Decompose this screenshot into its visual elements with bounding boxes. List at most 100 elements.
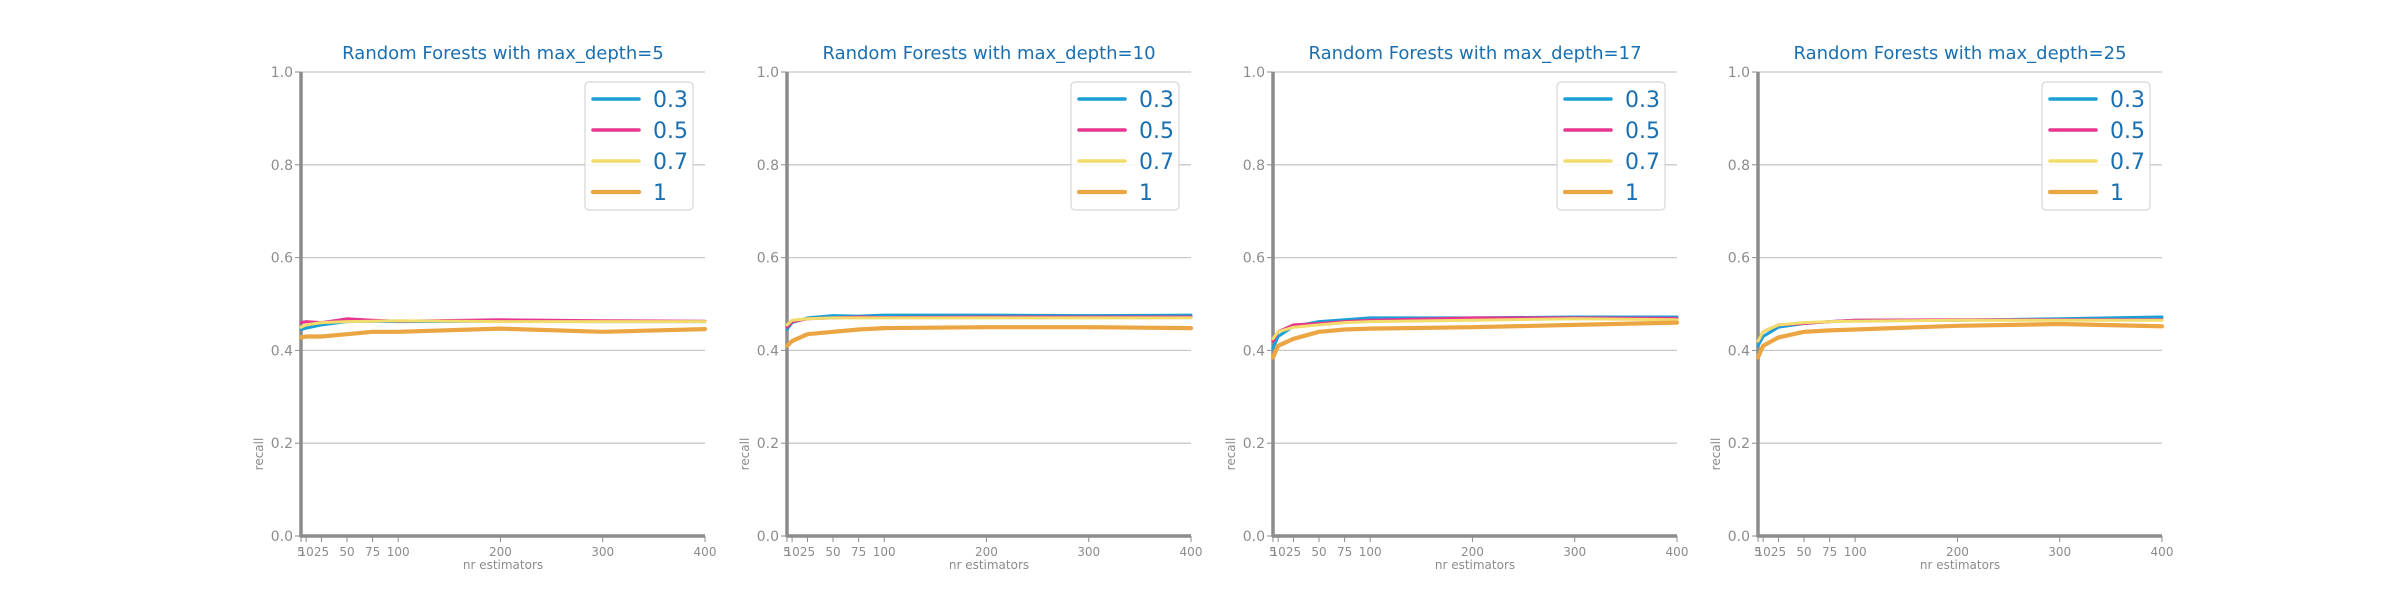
x-tick-label: 50 [825, 545, 840, 559]
y-tick-label: 0.6 [1243, 251, 1265, 267]
x-tick-label: 10 [1270, 545, 1285, 559]
series-line-0-7 [299, 319, 707, 329]
x-tick-label: 100 [387, 545, 410, 559]
x-axis-label: nr estimators [1435, 558, 1515, 572]
y-tick-label: 1.0 [1728, 65, 1750, 81]
y-tick-label: 0.6 [271, 251, 293, 267]
chart-panel-3: 0.0 0.2 0.4 0.6 0.8 1.0 510 25 50 75 100 200 300 400 R… [1224, 43, 1688, 572]
x-tick-label: 400 [694, 545, 717, 559]
y-tick-label: 0.8 [271, 158, 293, 174]
x-tick-label: 10 [1755, 545, 1770, 559]
legend: 0.3 0.5 0.7 1 [584, 81, 694, 211]
series-line-0-7 [1756, 318, 2164, 343]
x-tick-label: 400 [2151, 545, 2174, 559]
series-line-0-7 [1271, 317, 1679, 341]
y-tick-label: 0.2 [1243, 436, 1265, 452]
x-tick-label: 25 [1286, 545, 1301, 559]
x-tick-label: 300 [591, 545, 614, 559]
x-tick-label: 200 [1461, 545, 1484, 559]
x-tick-label: 50 [339, 545, 354, 559]
legend-label: 0.5 [1625, 119, 1660, 144]
x-tick-label: 100 [1844, 545, 1867, 559]
chart-panel-4: 0.0 0.2 0.4 0.6 0.8 1.0 510 25 50 75 100 200 300 400 R… [1709, 43, 2173, 572]
x-tick-label: 100 [873, 545, 896, 559]
x-tick-label: 75 [1337, 545, 1352, 559]
legend-label: 0.7 [1139, 150, 1174, 175]
y-tick-label: 0.8 [757, 158, 779, 174]
x-tick-label: 300 [1077, 545, 1100, 559]
y-tick-label: 0.8 [1243, 158, 1265, 174]
y-tick-label: 0.2 [1728, 436, 1750, 452]
legend-label: 0.3 [1625, 88, 1660, 113]
series-line-1 [1755, 321, 2165, 360]
y-axis-label: recall [1709, 438, 1723, 471]
x-tick-label: 300 [2048, 545, 2071, 559]
legend-label: 0.7 [1625, 150, 1660, 175]
y-tick-label: 0.8 [1728, 158, 1750, 174]
series-line-1 [1270, 320, 1680, 360]
x-tick-label: 75 [1822, 545, 1837, 559]
y-tick-label: 0.6 [1728, 251, 1750, 267]
legend-box [584, 81, 694, 211]
y-tick-label: 0.4 [757, 343, 779, 359]
x-axis-label: nr estimators [949, 558, 1029, 572]
y-tick-label: 0.0 [1243, 529, 1265, 545]
y-tick-label: 0.2 [757, 436, 779, 452]
x-tick-label: 300 [1563, 545, 1586, 559]
x-tick-label: 50 [1796, 545, 1811, 559]
legend-label: 0.3 [2110, 88, 2145, 113]
legend: 0.3 0.5 0.7 1 [1556, 81, 1666, 211]
x-tick-label: 5 [1754, 545, 1762, 559]
x-tick-label: 400 [1666, 545, 1689, 559]
x-tick-label: 50 [1311, 545, 1326, 559]
legend-box [1556, 81, 1666, 211]
series-line-1 [784, 325, 1194, 348]
y-tick-label: 0.0 [271, 529, 293, 545]
legend-label: 0.7 [653, 150, 688, 175]
legend-box [2041, 81, 2151, 211]
y-axis-label: recall [1224, 438, 1238, 471]
legend-label: 1 [2110, 181, 2124, 206]
x-tick-label: 400 [1180, 545, 1203, 559]
y-tick-label: 1.0 [271, 65, 293, 81]
chart-title: Random Forests with max_depth=25 [1793, 43, 2126, 64]
legend-label: 0.7 [2110, 150, 2145, 175]
legend-label: 0.3 [1139, 88, 1174, 113]
legend-label: 1 [1139, 181, 1153, 206]
x-tick-label: 5 [783, 545, 791, 559]
y-tick-label: 0.4 [1728, 343, 1750, 359]
y-axis-label: recall [252, 438, 266, 471]
x-tick-label: 10 [784, 545, 799, 559]
x-tick-label: 100 [1359, 545, 1382, 559]
y-tick-label: 0.0 [1728, 529, 1750, 545]
x-axis-label: nr estimators [1920, 558, 2000, 572]
x-tick-label: 75 [851, 545, 866, 559]
series-line-1 [298, 326, 708, 340]
x-tick-label: 25 [800, 545, 815, 559]
series-line-0-7 [785, 316, 1193, 327]
x-tick-label: 75 [365, 545, 380, 559]
legend-label: 0.5 [1139, 119, 1174, 144]
chart-panel-2: 0.0 0.2 0.4 0.6 0.8 1.0 510 25 50 75 100 200 300 400 R… [738, 43, 1202, 572]
legend-label: 0.5 [2110, 119, 2145, 144]
chart-panel-1: 0.0 0.2 0.4 0.6 0.8 1.0 510 25 50 75 100 200 300 400 R… [252, 43, 716, 572]
y-tick-label: 0.2 [271, 436, 293, 452]
x-tick-label: 5 [1269, 545, 1277, 559]
x-tick-label: 200 [489, 545, 512, 559]
x-tick-label: 25 [1771, 545, 1786, 559]
y-tick-label: 1.0 [757, 65, 779, 81]
x-tick-label: 5 [297, 545, 305, 559]
y-tick-label: 0.4 [1243, 343, 1265, 359]
legend-label: 1 [653, 181, 667, 206]
legend-box [1070, 81, 1180, 211]
legend: 0.3 0.5 0.7 1 [2041, 81, 2151, 211]
chart-title: Random Forests with max_depth=5 [342, 43, 664, 64]
x-tick-label: 200 [975, 545, 998, 559]
chart-title: Random Forests with max_depth=10 [822, 43, 1155, 64]
x-tick-label: 200 [1946, 545, 1969, 559]
x-tick-label: 25 [314, 545, 329, 559]
legend-label: 0.5 [653, 119, 688, 144]
legend: 0.3 0.5 0.7 1 [1070, 81, 1180, 211]
y-tick-label: 0.4 [271, 343, 293, 359]
